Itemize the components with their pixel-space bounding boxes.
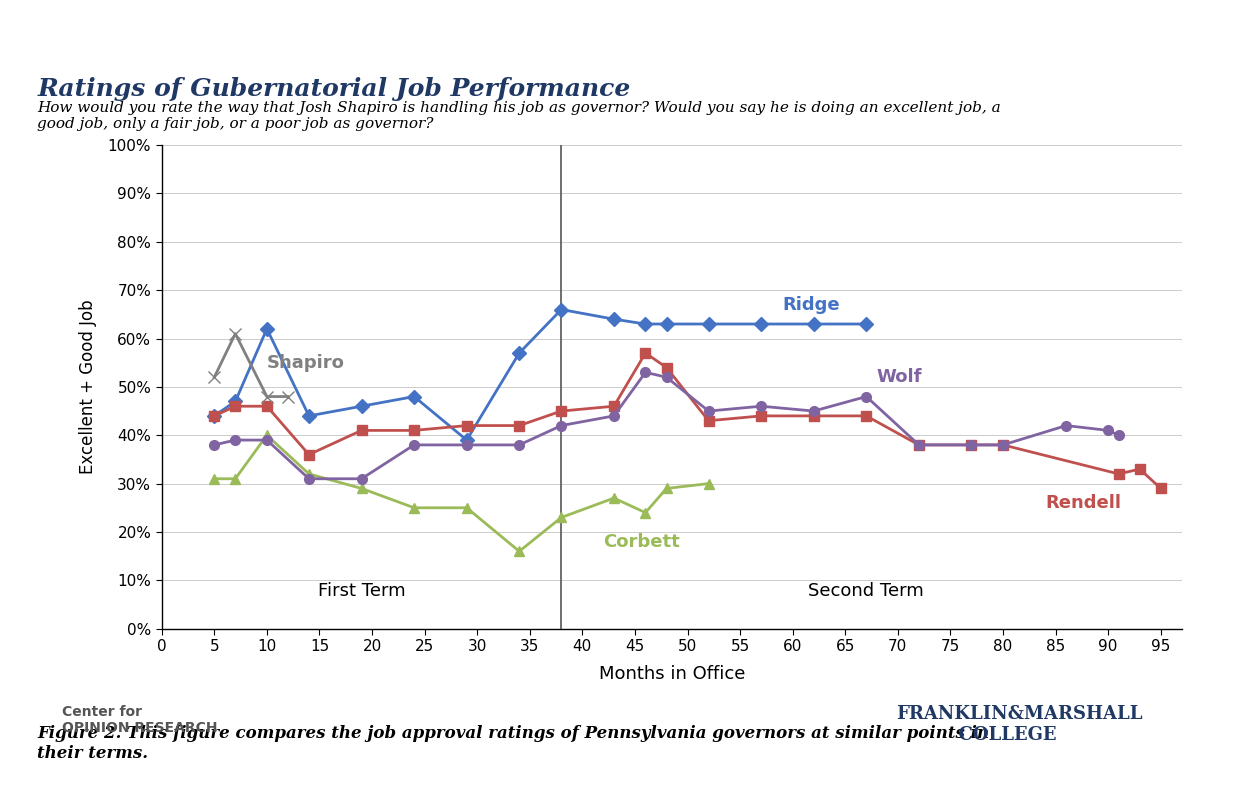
Y-axis label: Excellent + Good Job: Excellent + Good Job — [78, 300, 97, 474]
Text: Wolf: Wolf — [877, 368, 922, 386]
Text: Second Term: Second Term — [809, 582, 924, 600]
Text: Corbett: Corbett — [603, 533, 680, 550]
Text: First Term: First Term — [317, 582, 406, 600]
Text: Shapiro: Shapiro — [267, 354, 345, 372]
X-axis label: Months in Office: Months in Office — [598, 665, 745, 683]
Text: Center for
OPINION RESEARCH: Center for OPINION RESEARCH — [62, 705, 218, 735]
Text: FRANKLIN&MARSHALL
          COLLEGE: FRANKLIN&MARSHALL COLLEGE — [896, 705, 1142, 744]
Text: Figure 2. This figure compares the job approval ratings of Pennsylvania governor: Figure 2. This figure compares the job a… — [37, 725, 989, 762]
Text: Rendell: Rendell — [1045, 494, 1121, 512]
Text: Ratings of Gubernatorial Job Performance: Ratings of Gubernatorial Job Performance — [37, 77, 631, 101]
Text: Ridge: Ridge — [782, 296, 840, 314]
Text: How would you rate the way that Josh Shapiro is handling his job as governor? Wo: How would you rate the way that Josh Sha… — [37, 101, 1001, 131]
